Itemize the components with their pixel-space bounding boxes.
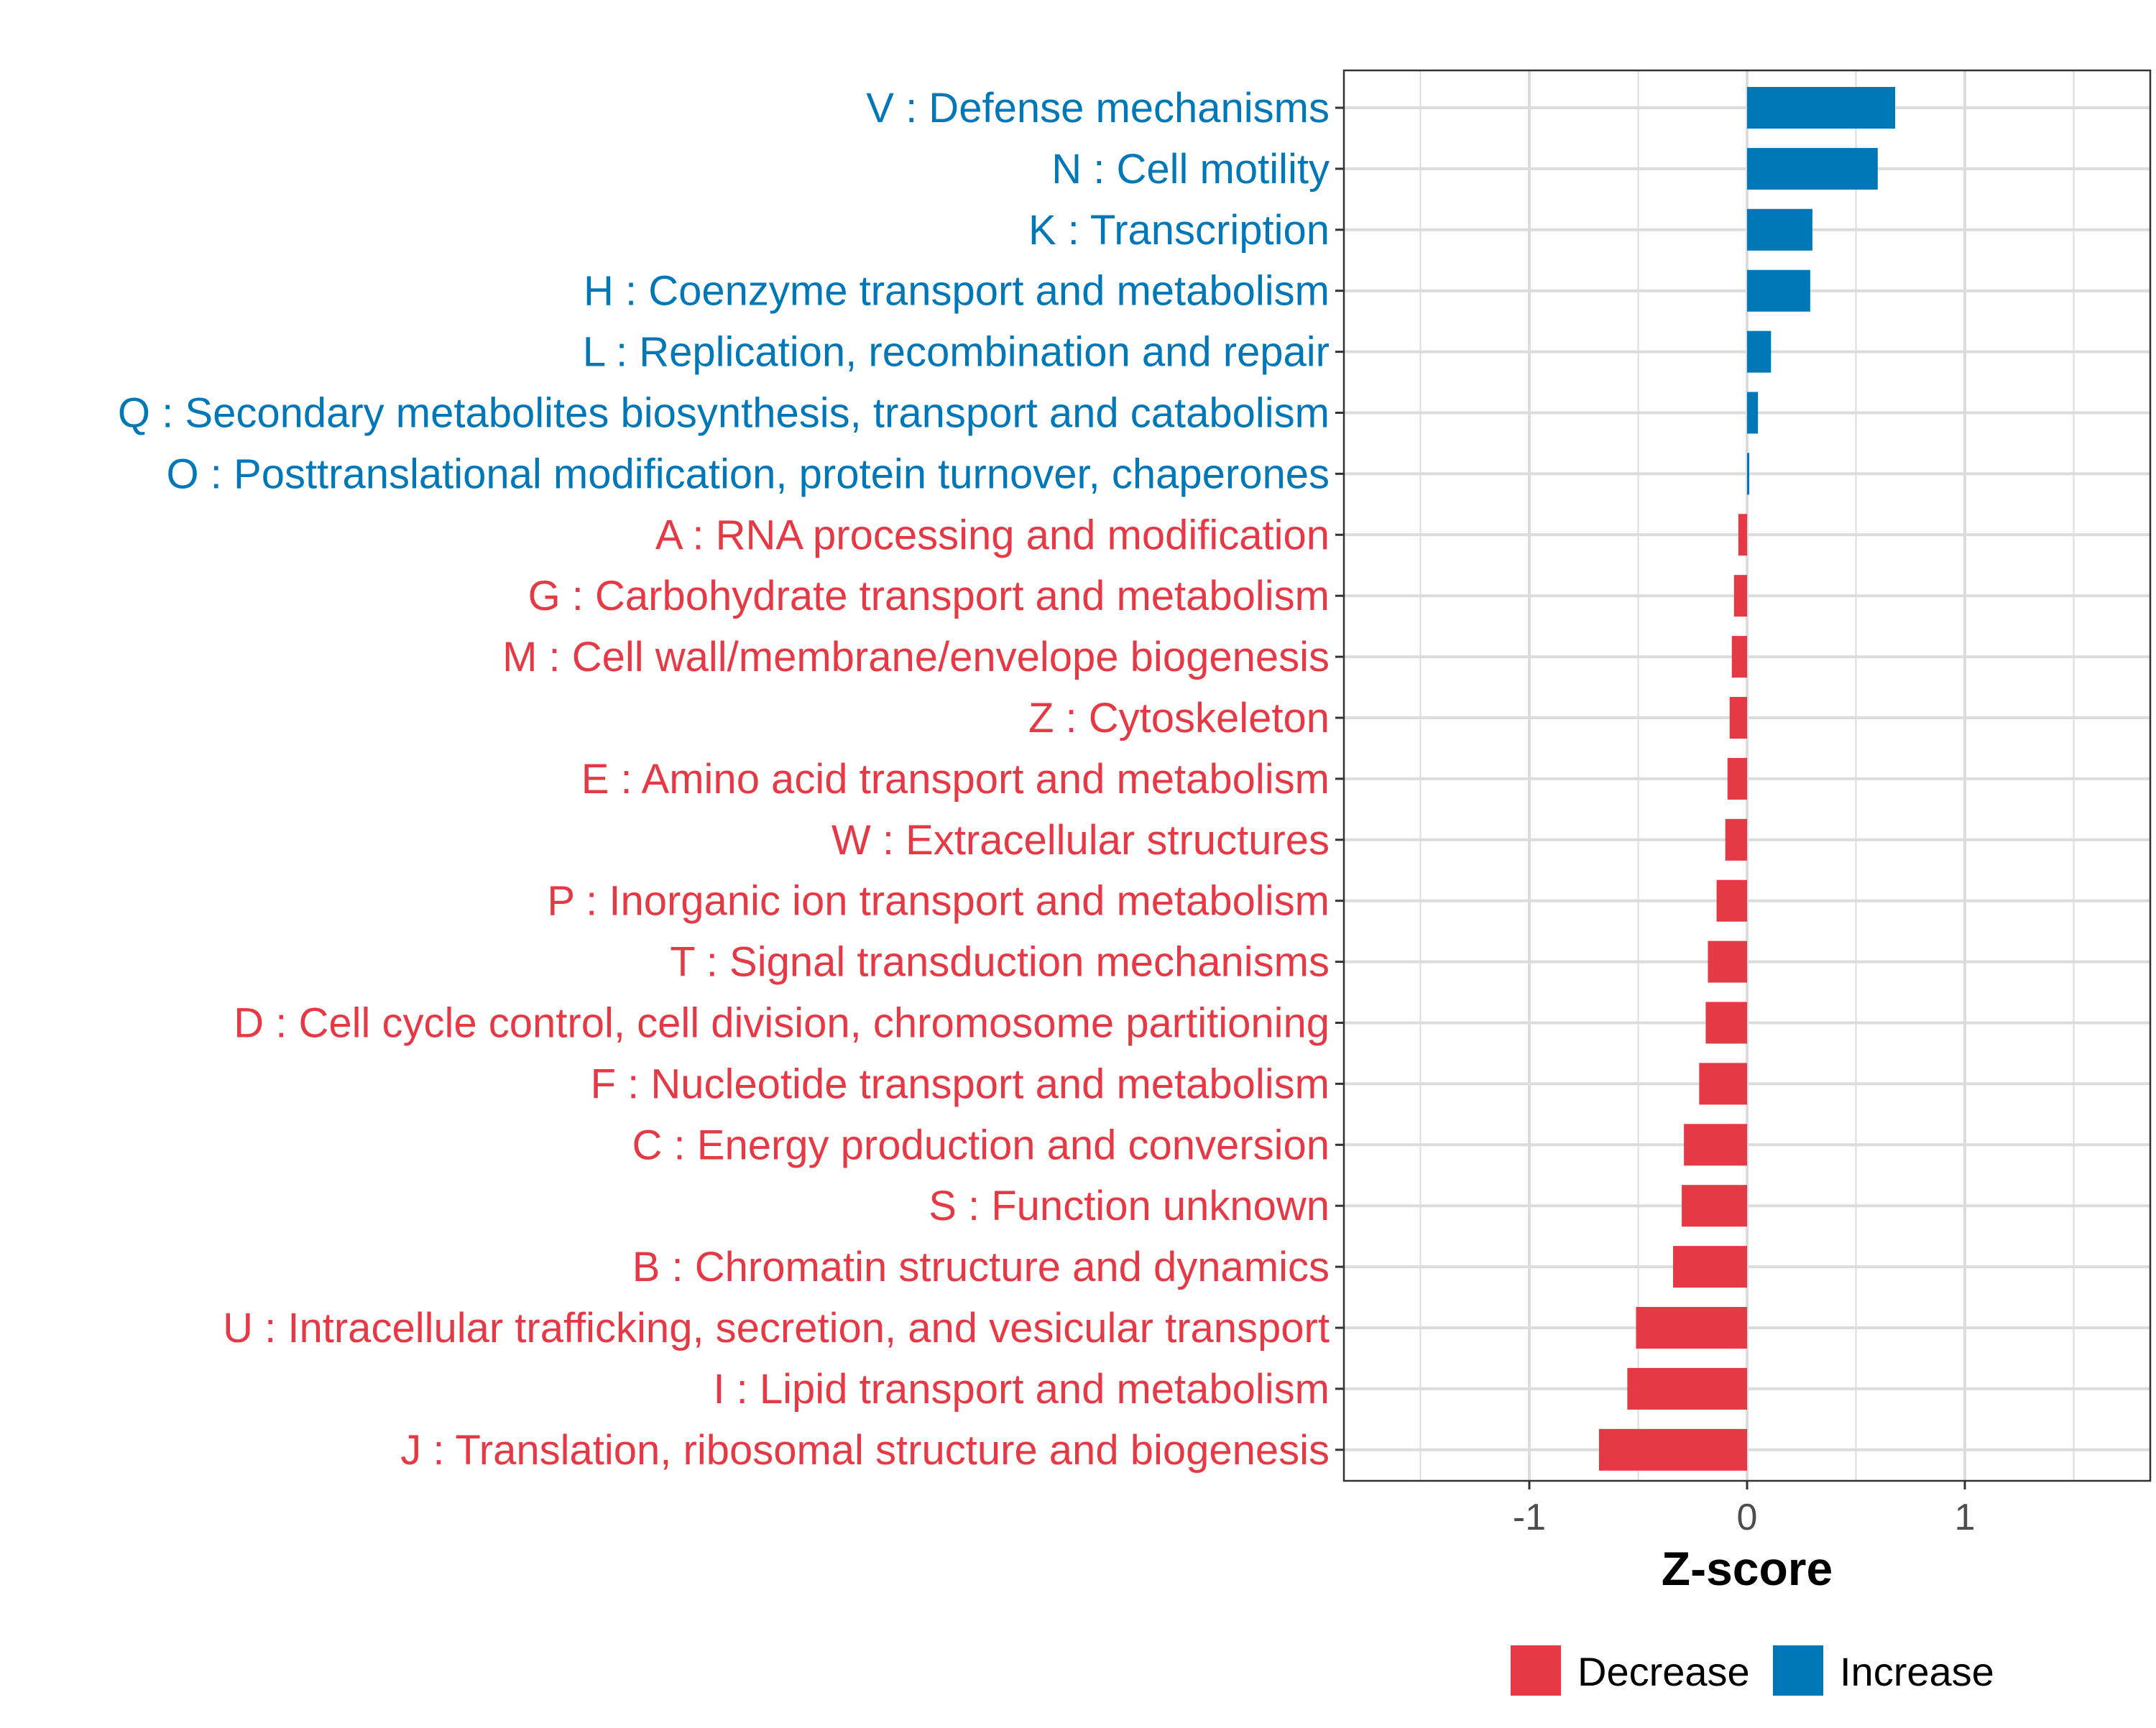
category-label: U : Intracellular trafficking, secretion… — [223, 1305, 1330, 1352]
bar-decrease — [1705, 1002, 1747, 1044]
category-label: V : Defense mechanisms — [866, 85, 1330, 131]
bar-decrease — [1672, 1246, 1747, 1288]
bar-increase — [1747, 208, 1812, 251]
category-label: E : Amino acid transport and metabolism — [581, 756, 1330, 803]
bar-increase — [1747, 392, 1759, 434]
bar-increase — [1747, 269, 1810, 312]
legend-swatch-decrease — [1511, 1645, 1561, 1696]
legend: Decrease Increase — [1511, 1645, 1994, 1696]
bar-layer — [1598, 87, 1896, 1471]
y-tick-layer — [1335, 106, 1344, 1451]
category-label: I : Lipid transport and metabolism — [713, 1366, 1330, 1413]
category-label: C : Energy production and conversion — [632, 1122, 1330, 1168]
category-label: W : Extracellular structures — [831, 817, 1330, 864]
category-label: Q : Secondary metabolites biosynthesis, … — [118, 390, 1330, 437]
category-label: T : Signal transduction mechanisms — [670, 939, 1330, 986]
bar-decrease — [1733, 575, 1747, 617]
bar-decrease — [1636, 1307, 1747, 1349]
legend-label-decrease: Decrease — [1577, 1649, 1750, 1694]
x-tick-label: -1 — [1513, 1497, 1546, 1538]
category-label: A : RNA processing and modification — [655, 512, 1330, 558]
category-label: M : Cell wall/membrane/envelope biogenes… — [502, 634, 1330, 680]
bar-increase — [1747, 147, 1878, 190]
category-label: N : Cell motility — [1051, 146, 1330, 193]
bar-decrease — [1682, 1185, 1747, 1227]
bar-decrease — [1598, 1428, 1747, 1471]
category-label: O : Posttranslational modification, prot… — [167, 451, 1330, 497]
x-tick-label: 0 — [1737, 1497, 1758, 1538]
x-axis-title: Z-score — [1662, 1542, 1833, 1595]
bar-decrease — [1727, 757, 1747, 800]
legend-label-increase: Increase — [1840, 1649, 1994, 1694]
legend-swatch-increase — [1773, 1645, 1823, 1696]
x-tick-label: 1 — [1955, 1497, 1976, 1538]
bar-decrease — [1731, 636, 1747, 678]
category-label: Z : Cytoskeleton — [1028, 695, 1330, 741]
bar-increase — [1747, 87, 1896, 129]
bar-decrease — [1699, 1063, 1747, 1105]
bar-decrease — [1708, 941, 1747, 983]
bar-decrease — [1725, 818, 1747, 861]
category-label: D : Cell cycle control, cell division, c… — [234, 1000, 1330, 1047]
category-label: L : Replication, recombination and repai… — [583, 329, 1330, 376]
category-label: P : Inorganic ion transport and metaboli… — [547, 878, 1330, 925]
category-label: K : Transcription — [1028, 207, 1330, 254]
category-label: S : Function unknown — [929, 1183, 1330, 1229]
category-label: B : Chromatin structure and dynamics — [632, 1244, 1330, 1290]
category-label: J : Translation, ribosomal structure and… — [400, 1427, 1330, 1474]
category-label: G : Carbohydrate transport and metabolis… — [528, 573, 1330, 619]
bar-decrease — [1729, 697, 1747, 739]
category-label-layer: V : Defense mechanisms N : Cell motility K… — [118, 85, 1330, 1474]
x-tick-layer: -1 0 1 — [1513, 1481, 1976, 1538]
bar-decrease — [1716, 879, 1747, 922]
category-label: H : Coenzyme transport and metabolism — [584, 268, 1330, 315]
bar-increase — [1747, 453, 1750, 495]
category-label: F : Nucleotide transport and metabolism — [591, 1061, 1330, 1107]
bar-increase — [1747, 331, 1772, 373]
bar-decrease — [1684, 1124, 1747, 1166]
bar-decrease — [1738, 514, 1747, 556]
bar-decrease — [1627, 1367, 1747, 1410]
